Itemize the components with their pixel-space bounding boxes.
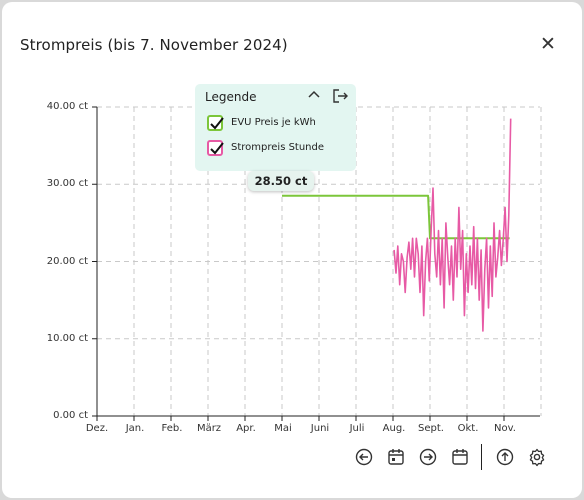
- gear-icon[interactable]: [526, 446, 548, 468]
- series-line-evu: [282, 194, 510, 240]
- y-tick-label: 10.00 ct: [46, 333, 88, 344]
- x-tick-label: Aug.: [382, 423, 406, 434]
- y-tick-label: 30.00 ct: [46, 178, 88, 189]
- legend-label-strompreis: Strompreis Stunde: [231, 142, 325, 153]
- x-tick-label: Juli: [349, 423, 365, 434]
- x-tick-label: Jan.: [125, 423, 145, 434]
- legend-title: Legende: [205, 90, 257, 104]
- y-tick-label: 40.00 ct: [46, 101, 88, 112]
- series-line-strompreis: [393, 118, 512, 332]
- check-icon: [210, 117, 224, 130]
- chevron-up-icon[interactable]: [307, 88, 321, 105]
- dialog-title: Strompreis (bis 7. November 2024): [20, 36, 288, 54]
- checkbox-evu[interactable]: [207, 115, 224, 131]
- legend-label-evu: EVU Preis je kWh: [231, 117, 316, 128]
- x-tick-label: Nov.: [494, 423, 516, 434]
- toolbar-divider: [481, 444, 482, 470]
- x-tick-label: Apr.: [236, 423, 256, 434]
- x-tick-label: Feb.: [161, 423, 183, 434]
- series-layer: [282, 118, 512, 332]
- x-tick-label: Okt.: [457, 423, 479, 434]
- calendar-day-icon[interactable]: [385, 446, 407, 468]
- forward-circle-icon[interactable]: [417, 446, 439, 468]
- upload-circle-icon[interactable]: [494, 446, 516, 468]
- x-tick-label: März: [196, 423, 222, 434]
- x-tick-label: Mai: [274, 423, 292, 434]
- exit-icon[interactable]: [332, 88, 348, 104]
- y-tick-label: 20.00 ct: [46, 256, 88, 267]
- check-icon: [210, 142, 224, 155]
- x-tick-label: Sept.: [418, 423, 444, 434]
- close-icon[interactable]: ✕: [540, 33, 556, 55]
- y-tick-label: 0.00 ct: [53, 410, 88, 421]
- legend: Legende EVU Preis je kWh Strompreis Stun…: [195, 84, 356, 171]
- back-circle-icon[interactable]: [353, 446, 375, 468]
- calendar-icon[interactable]: [449, 446, 471, 468]
- x-tick-label: Dez.: [85, 423, 109, 434]
- value-tooltip: 28.50 ct: [248, 171, 314, 191]
- checkbox-strompreis[interactable]: [207, 140, 224, 156]
- x-tick-label: Juni: [310, 423, 330, 434]
